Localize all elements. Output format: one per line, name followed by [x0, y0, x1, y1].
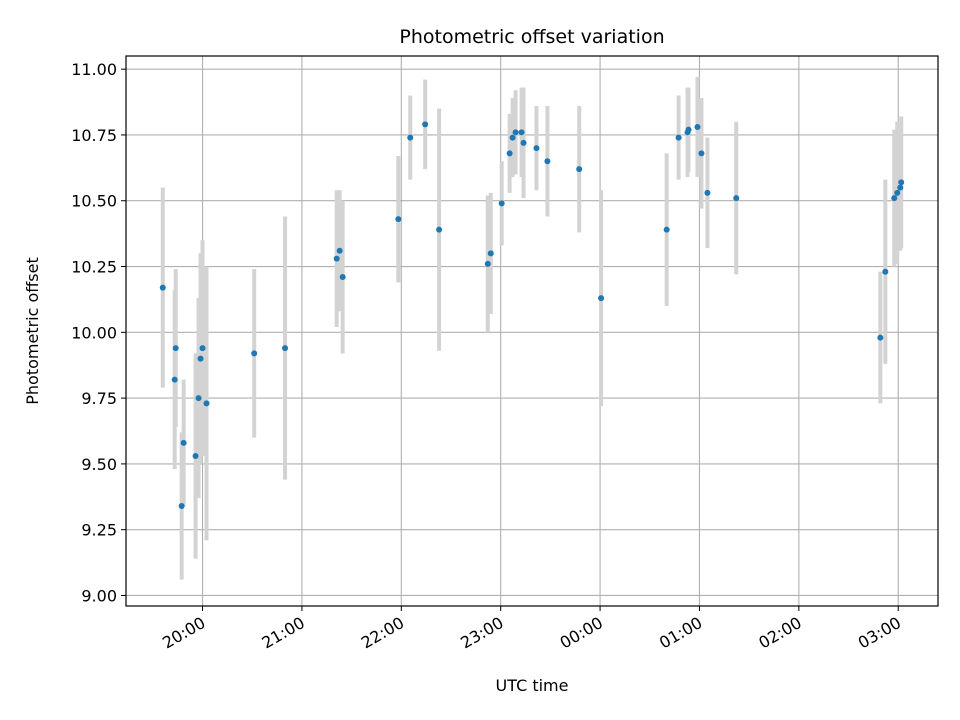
y-tick-label: 9.75: [81, 389, 117, 408]
data-point: [704, 189, 711, 196]
data-point: [199, 345, 206, 352]
y-tick-label: 10.00: [71, 323, 117, 342]
y-tick-label: 9.50: [81, 455, 117, 474]
y-tick-label: 10.50: [71, 192, 117, 211]
chart-title: Photometric offset variation: [399, 26, 664, 48]
data-point: [598, 295, 605, 302]
data-point: [192, 453, 199, 459]
y-tick-label: 11.00: [71, 60, 117, 79]
data-point: [675, 134, 682, 141]
data-point: [180, 439, 187, 446]
y-axis: 9.00 9.25 9.50 9.75 10.00 10.25 10.50 10.75 11.0…: [71, 60, 126, 605]
data-point: [894, 189, 901, 196]
data-point: [484, 260, 491, 267]
data-point: [512, 129, 519, 136]
data-points: [159, 121, 905, 509]
y-tick-label: 10.25: [71, 258, 117, 277]
data-point: [891, 195, 898, 202]
data-point: [422, 121, 429, 128]
data-point: [898, 179, 905, 186]
data-point: [544, 158, 551, 165]
data-point: [498, 200, 505, 207]
data-point: [197, 355, 204, 362]
data-point: [882, 268, 889, 275]
data-point: [698, 150, 705, 157]
plot-frame: [125, 55, 939, 607]
y-tick-label: 9.00: [81, 586, 117, 605]
data-point: [733, 195, 740, 202]
x-axis-label: UTC time: [496, 676, 569, 695]
data-point: [282, 345, 289, 352]
y-tick-label: 10.75: [71, 126, 117, 145]
data-point: [159, 284, 166, 291]
data-point: [694, 124, 701, 131]
data-point: [533, 145, 540, 152]
data-point: [685, 126, 692, 133]
data-point: [203, 400, 210, 407]
data-point: [339, 274, 346, 281]
data-point: [487, 250, 494, 257]
data-point: [171, 376, 178, 383]
data-point: [395, 216, 402, 223]
data-point: [877, 334, 884, 341]
data-point: [518, 129, 525, 136]
data-point: [509, 134, 516, 141]
data-point: [251, 350, 258, 357]
data-point: [172, 345, 179, 352]
data-point: [178, 503, 185, 509]
y-axis-label: Photometric offset: [23, 257, 42, 405]
y-tick-label: 9.25: [81, 521, 117, 540]
data-point: [336, 247, 343, 254]
data-point: [663, 226, 670, 233]
data-point: [195, 395, 202, 402]
data-point: [407, 134, 414, 141]
data-point: [333, 255, 340, 262]
data-point: [576, 166, 583, 173]
data-point: [897, 184, 904, 191]
data-point: [436, 226, 443, 233]
data-point: [506, 150, 513, 157]
data-point: [520, 139, 527, 146]
